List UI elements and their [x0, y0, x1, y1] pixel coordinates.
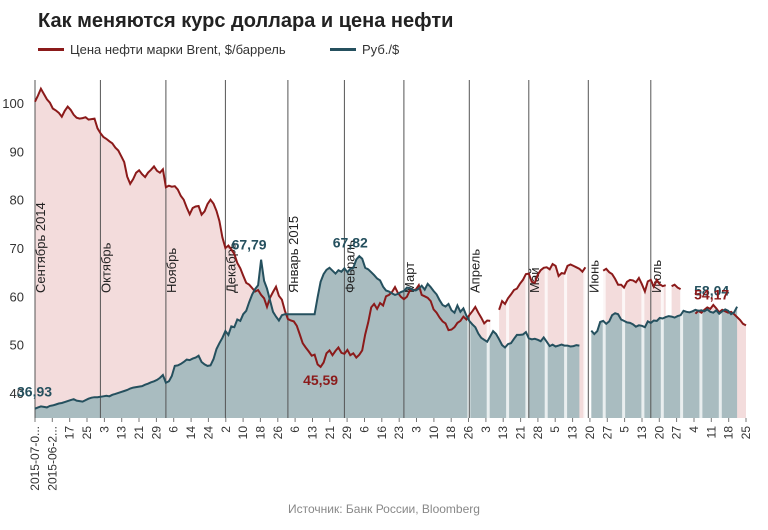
- value-annotation: 67,79: [232, 237, 267, 253]
- x-tick-label: 25: [739, 426, 753, 440]
- y-tick-label: 60: [10, 289, 24, 304]
- rub-line: [34, 254, 580, 410]
- y-tick-label: 80: [10, 193, 24, 208]
- week-stripe: [506, 80, 510, 418]
- x-tick-label: 13: [496, 426, 510, 440]
- x-tick-label: 14: [184, 426, 198, 440]
- x-tick-label: 27: [670, 426, 684, 440]
- x-tick-label: 24: [201, 426, 215, 440]
- oil-line: [671, 283, 682, 290]
- x-tick-label: 13: [306, 426, 320, 440]
- x-tick-label: 4: [687, 426, 701, 433]
- x-tick-label: 16: [375, 426, 389, 440]
- x-tick-label: 23: [392, 426, 406, 440]
- source-note: Источник: Банк России, Bloomberg: [288, 502, 480, 516]
- x-tick-label: 29: [149, 426, 163, 440]
- month-label: Апрель: [467, 249, 482, 293]
- x-tick-label: 26: [271, 426, 285, 440]
- x-tick-label: 20: [652, 426, 666, 440]
- legend-item-oil: Цена нефти марки Brent, $/баррель: [38, 42, 286, 57]
- rub-line: [590, 306, 738, 336]
- week-stripe: [718, 80, 722, 418]
- value-annotation: 67,82: [333, 235, 368, 251]
- legend-swatch-oil: [38, 48, 64, 51]
- x-tick-label: 29: [340, 426, 354, 440]
- x-tick-label: 2015-07-0...: [28, 426, 42, 491]
- x-tick-label: 11: [704, 426, 718, 439]
- week-stripe: [660, 80, 664, 418]
- x-tick-label: 17: [63, 426, 77, 440]
- x-tick-label: 18: [444, 426, 458, 440]
- oil-line: [602, 267, 667, 295]
- x-tick-label: 25: [80, 426, 94, 440]
- y-tick-label: 40: [10, 386, 24, 401]
- legend-item-rub: Руб./$: [330, 42, 399, 57]
- week-stripe: [544, 80, 548, 418]
- x-tick-label: 20: [583, 426, 597, 440]
- x-tick-label: 13: [635, 426, 649, 440]
- x-tick-label: 3: [479, 426, 493, 433]
- legend-label-rub: Руб./$: [362, 42, 400, 57]
- x-tick-label: 18: [253, 426, 267, 440]
- x-tick-label: 21: [514, 426, 528, 440]
- x-tick-label: 10: [427, 426, 441, 440]
- month-label: Март: [402, 262, 417, 293]
- x-tick-label: 3: [410, 426, 424, 433]
- x-tick-label: 28: [531, 426, 545, 440]
- x-tick-label: 21: [323, 426, 337, 440]
- x-tick-label: 6: [167, 426, 181, 433]
- legend-swatch-rub: [330, 48, 356, 51]
- y-tick-label: 50: [10, 338, 24, 353]
- x-tick-label: 6: [358, 426, 372, 433]
- week-stripe: [622, 80, 626, 418]
- legend-label-oil: Цена нефти марки Brent, $/баррель: [70, 42, 286, 57]
- x-tick-label: 10: [236, 426, 250, 440]
- y-tick-label: 70: [10, 241, 24, 256]
- month-label: Февраль: [342, 240, 357, 293]
- week-stripe: [699, 80, 703, 418]
- value-annotation: 36,93: [17, 384, 52, 400]
- x-tick-label: 6: [288, 426, 302, 433]
- oil-line: [498, 262, 587, 311]
- week-stripe: [486, 80, 490, 418]
- x-tick-label: 13: [115, 426, 129, 440]
- week-stripe: [641, 80, 645, 418]
- x-tick-label: 2: [219, 426, 233, 433]
- value-annotation: 54,17: [694, 286, 729, 302]
- x-tick-label: 18: [722, 426, 736, 440]
- rub-area: [591, 306, 738, 418]
- month-label: Сентябрь 2014: [33, 202, 48, 293]
- week-stripe: [602, 80, 606, 418]
- value-annotation: 58,04: [694, 282, 729, 298]
- x-tick-label: 21: [132, 426, 146, 440]
- chart-title: Как меняются курс доллара и цена нефти: [38, 10, 454, 32]
- month-label: Июль: [649, 260, 664, 293]
- x-tick-label: 13: [566, 426, 580, 440]
- value-annotation: 45,59: [303, 372, 338, 388]
- x-tick-label: 5: [618, 426, 632, 433]
- week-stripe: [564, 80, 568, 418]
- month-label: Июнь: [586, 260, 601, 293]
- week-stripe: [525, 80, 529, 418]
- x-tick-label: 5: [548, 426, 562, 433]
- x-tick-label: 26: [462, 426, 476, 440]
- x-tick-label: 3: [97, 426, 111, 433]
- x-tick-label: 2015-06-2...: [45, 426, 59, 491]
- x-tick-label: 27: [600, 426, 614, 440]
- y-tick-label: 100: [2, 96, 24, 111]
- week-stripe: [583, 80, 587, 418]
- month-label: Январь 2015: [286, 216, 301, 293]
- y-tick-label: 90: [10, 144, 24, 159]
- month-label: Ноябрь: [164, 248, 179, 293]
- month-label: Октябрь: [98, 242, 113, 293]
- week-stripe: [680, 80, 684, 418]
